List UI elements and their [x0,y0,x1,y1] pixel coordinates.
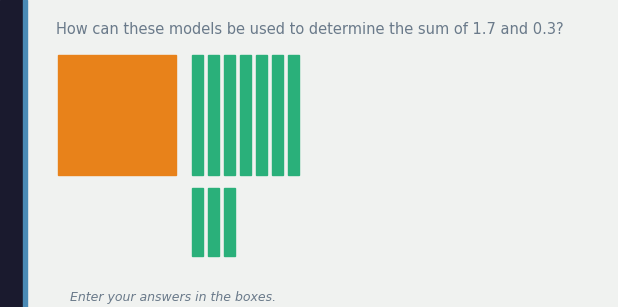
Bar [192,55,203,175]
Bar [192,188,203,256]
Bar [240,55,251,175]
Text: How can these models be used to determine the sum of 1.7 and 0.3?: How can these models be used to determin… [56,22,564,37]
Bar [208,55,219,175]
Bar [58,55,176,175]
Bar [23,0,27,307]
Bar [256,55,267,175]
Bar [272,55,283,175]
Bar [0,0,22,307]
Bar [208,188,219,256]
Text: Enter your answers in the boxes.: Enter your answers in the boxes. [70,291,276,304]
Bar [224,55,235,175]
Bar [288,55,299,175]
Bar [224,188,235,256]
